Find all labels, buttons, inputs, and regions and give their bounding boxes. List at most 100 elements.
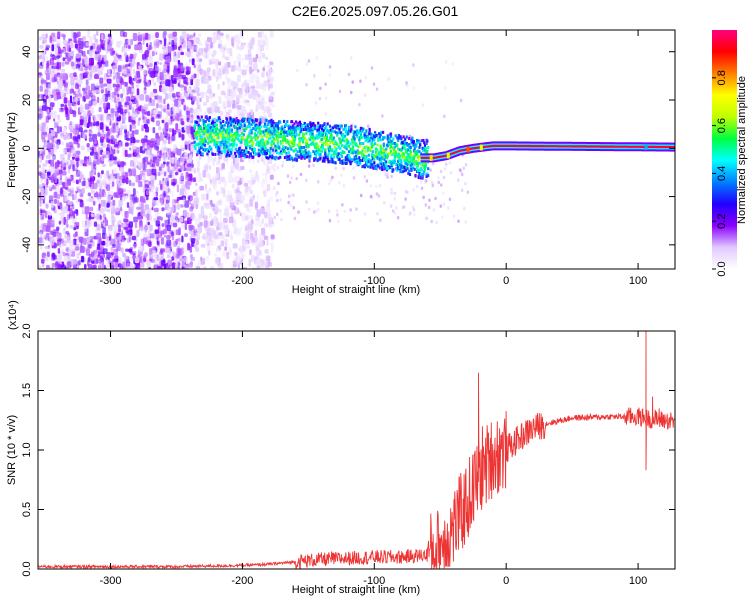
spectrogram-noise-cell <box>447 206 450 210</box>
spectrogram-noise-cell <box>70 160 74 165</box>
spectrogram-noise-cell <box>183 244 188 252</box>
spectrogram-signal-cell <box>357 136 359 139</box>
spectrogram-signal-cell <box>216 141 218 144</box>
spectrogram-noise-cell <box>160 72 164 80</box>
spectrogram-noise-cell <box>60 104 64 107</box>
spectrogram-noise-cell <box>457 178 460 182</box>
spectrogram-noise-cell <box>139 34 142 38</box>
spectrogram-noise-cell <box>133 264 135 267</box>
spectrogram-noise-cell <box>201 91 205 98</box>
spectrogram-noise-cell <box>231 81 235 87</box>
spectrogram-signal-cell <box>269 150 271 153</box>
spectrogram-noise-cell <box>124 82 127 87</box>
spectrogram-noise-cell <box>387 77 390 81</box>
spectrogram-noise-cell <box>77 32 81 38</box>
spectrogram-signal-cell <box>301 155 303 158</box>
spectrogram-noise-cell <box>71 30 74 38</box>
spectrogram-signal-cell <box>358 156 360 159</box>
spectrogram-noise-cell <box>80 119 84 125</box>
spectrogram-noise-cell <box>52 186 57 190</box>
spectrogram-signal-cell <box>282 145 284 148</box>
spectrogram-noise-cell <box>91 213 94 217</box>
spectrogram-noise-cell <box>156 153 159 156</box>
spectrogram-noise-cell <box>413 208 416 212</box>
spectrogram-noise-cell <box>212 239 217 246</box>
spectrogram-noise-cell <box>149 54 152 59</box>
spectrogram-noise-cell <box>76 53 81 58</box>
spectrogram-noise-cell <box>195 232 200 240</box>
spectrogram-noise-cell <box>224 44 227 48</box>
spectrogram-noise-cell <box>116 126 119 132</box>
spectrogram-noise-cell <box>206 193 208 199</box>
spectrogram-noise-cell <box>79 179 82 183</box>
spectrogram-noise-cell <box>224 95 228 99</box>
spectrogram-noise-cell <box>39 225 42 230</box>
spectrogram-signal-cell <box>331 148 333 151</box>
spectrogram-noise-cell <box>138 174 142 180</box>
spectrogram-noise-cell <box>63 149 67 153</box>
spectrogram-noise-cell <box>154 108 158 113</box>
spectrogram-noise-cell <box>252 180 255 184</box>
spectrogram-noise-cell <box>232 260 236 265</box>
spectrogram-noise-cell <box>94 139 97 144</box>
spectrogram-noise-cell <box>112 200 115 206</box>
spectrogram-signal-cell <box>321 138 323 141</box>
spectrogram-noise-cell <box>187 35 191 39</box>
spectrogram-signal-cell <box>258 149 260 152</box>
spectrogram-noise-cell <box>180 52 184 55</box>
spectrogram-noise-cell <box>230 87 233 91</box>
spectrogram-noise-cell <box>195 190 197 198</box>
spectrogram-signal-cell <box>287 147 289 150</box>
spectrogram-noise-cell <box>409 213 412 217</box>
spectrogram-noise-cell <box>238 229 241 235</box>
spectrogram-noise-cell <box>165 79 170 86</box>
spectrogram-noise-cell <box>172 93 176 98</box>
spectrogram-noise-cell <box>69 249 72 255</box>
spectrogram-signal-cell <box>331 130 333 133</box>
spectrogram-noise-cell <box>57 212 61 215</box>
spectrogram-signal-cell <box>225 121 227 124</box>
spectrogram-signal-cell <box>231 129 233 132</box>
spectrogram-noise-cell <box>196 65 199 71</box>
spectrogram-noise-cell <box>359 79 362 83</box>
spectrogram-noise-cell <box>212 208 215 212</box>
spectrogram-noise-cell <box>352 80 355 84</box>
spectrogram-signal-cell <box>200 127 202 130</box>
spectrogram-noise-cell <box>205 184 207 189</box>
spectrogram-noise-cell <box>182 31 187 38</box>
spectrogram-noise-cell <box>120 161 125 167</box>
spectrogram-signal-cell <box>214 153 216 156</box>
spectrogram-noise-cell <box>228 109 232 113</box>
spectrogram-noise-cell <box>178 60 180 65</box>
spectrogram-noise-cell <box>210 42 213 49</box>
spectrogram-noise-cell <box>46 116 49 123</box>
spectrogram-noise-cell <box>325 96 328 100</box>
spectrogram-signal-cell <box>209 116 211 119</box>
spectrogram-noise-cell <box>156 103 159 108</box>
spectrogram-signal-cell <box>354 125 356 128</box>
spectrogram-noise-cell <box>201 77 204 84</box>
spectrogram-noise-cell <box>236 37 241 45</box>
spectrogram-noise-cell <box>189 231 194 235</box>
spectrogram-noise-cell <box>76 95 81 101</box>
spectrogram-noise-cell <box>56 227 59 231</box>
spectrogram-noise-cell <box>52 217 55 224</box>
spectrogram-noise-cell <box>131 183 135 187</box>
spectrogram-signal-cell <box>240 141 242 144</box>
spectrogram-noise-cell <box>203 203 207 207</box>
spectrogram-noise-cell <box>164 235 167 238</box>
spectrogram-noise-cell <box>87 143 90 148</box>
spectrogram-noise-cell <box>166 161 169 164</box>
spectrogram-noise-cell <box>98 251 100 256</box>
spectrogram-noise-cell <box>344 210 347 214</box>
spectrogram-noise-cell <box>112 181 115 186</box>
spectrogram-noise-cell <box>39 164 41 168</box>
spectrogram-noise-cell <box>177 203 180 211</box>
spectrogram-signal-cell <box>294 138 296 141</box>
spectrogram-noise-cell <box>213 158 215 166</box>
spectrogram-noise-cell <box>183 198 186 205</box>
spectrogram-noise-cell <box>231 234 233 240</box>
spectrogram-noise-cell <box>144 104 149 108</box>
spectrogram-noise-cell <box>116 53 118 57</box>
spectrogram-noise-cell <box>124 53 127 57</box>
